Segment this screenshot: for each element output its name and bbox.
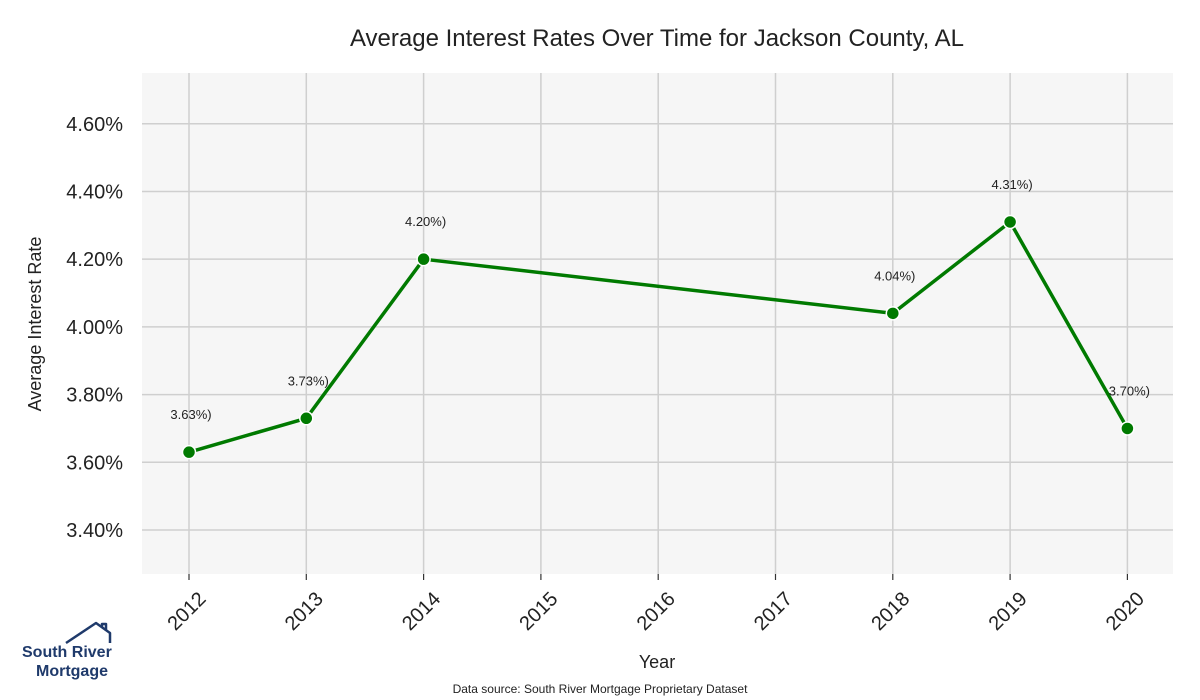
y-axis-label: Average Interest Rate [25, 237, 45, 412]
logo-line-1: South River [22, 644, 112, 661]
data-label: 3.73%) [288, 373, 329, 388]
data-labels: 3.63%) 3.73%) 4.20%) 4.04%) 4.31%) 3.70%) [170, 177, 1150, 422]
data-label: 4.31%) [991, 177, 1032, 192]
data-label: 4.04%) [874, 268, 915, 283]
x-tick-label: 2012 [164, 588, 211, 635]
y-tick-label: 4.00% [66, 317, 123, 339]
x-axis-label: Year [639, 652, 675, 672]
y-tick-label: 4.20% [66, 249, 123, 271]
x-tick-label: 2018 [867, 588, 914, 635]
y-tick-label: 4.40% [66, 181, 123, 203]
x-tick-label: 2014 [398, 588, 445, 635]
source-note: Data source: South River Mortgage Propri… [453, 682, 748, 696]
grid-lines [142, 73, 1173, 574]
data-point [181, 444, 197, 460]
logo: South River Mortgage [22, 621, 112, 680]
x-tick-label: 2015 [515, 588, 562, 635]
logo-line-2: Mortgage [36, 663, 108, 680]
y-tick-label: 3.40% [66, 520, 123, 542]
x-tick-label: 2016 [633, 588, 680, 635]
data-label: 3.63%) [170, 407, 211, 422]
data-point [416, 251, 431, 267]
data-point [1120, 421, 1135, 436]
y-tick-label: 3.80% [66, 385, 123, 407]
chart-title: Average Interest Rates Over Time for Jac… [350, 25, 964, 52]
data-point [299, 411, 314, 426]
data-point [885, 306, 901, 321]
data-points [181, 214, 1135, 460]
house-icon [65, 621, 112, 645]
y-axis-ticks: 3.40% 3.60% 3.80% 4.00% 4.20% 4.40% 4.60% [66, 114, 123, 542]
x-tick-label: 2013 [281, 588, 328, 635]
data-label: 3.70%) [1109, 383, 1150, 398]
x-tick-label: 2017 [750, 588, 797, 635]
y-tick-label: 4.60% [66, 114, 123, 136]
x-tick-label: 2019 [985, 588, 1032, 635]
data-label: 4.20%) [405, 214, 446, 229]
series-line [188, 220, 1129, 454]
x-axis-ticks: 2012 2013 2014 2015 2016 2017 2018 2019 2020 [164, 574, 1149, 635]
data-point [1002, 214, 1018, 230]
x-tick-label: 2020 [1102, 588, 1149, 635]
y-tick-label: 3.60% [66, 452, 123, 474]
